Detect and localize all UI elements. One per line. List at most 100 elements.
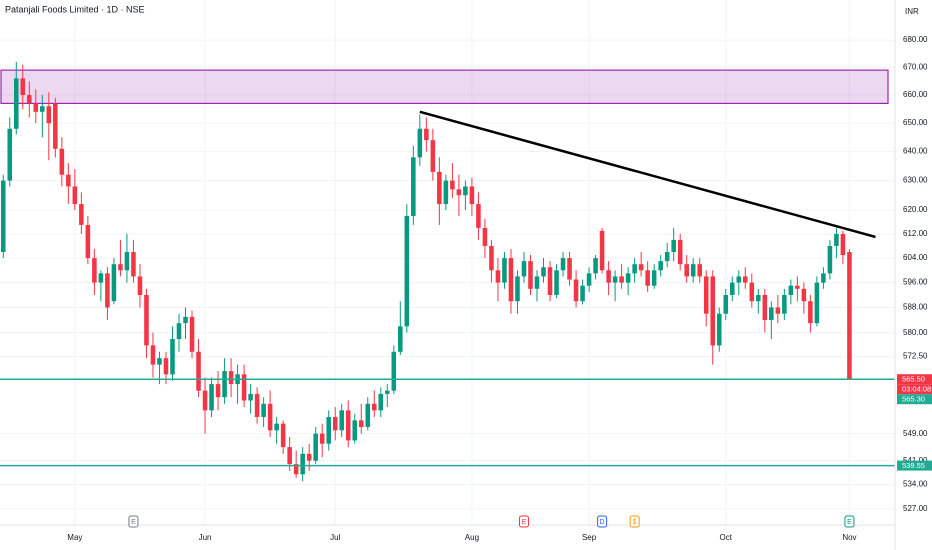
y-tick-label: 580.00 (903, 328, 928, 337)
candle-body (547, 267, 553, 295)
candle-body (840, 233, 846, 256)
candle-body (391, 351, 397, 391)
price-label-box (897, 394, 932, 405)
resistance-zone (0, 69, 889, 105)
candle-body (658, 261, 663, 271)
candle-body (150, 345, 156, 365)
candle-body (215, 384, 221, 398)
price-label: 565.50 (902, 375, 925, 384)
candle-body (378, 393, 384, 411)
candle-body (430, 140, 436, 172)
candle-body (254, 393, 260, 417)
candle-body (651, 270, 657, 286)
candle-body (645, 270, 650, 286)
candle-body (756, 294, 761, 302)
candle-body (293, 464, 299, 475)
candle-body (144, 294, 149, 346)
candle-body (541, 267, 546, 277)
candle-body (176, 323, 182, 340)
candle-body (118, 264, 123, 271)
candle-body (371, 403, 377, 411)
candle-body (326, 416, 331, 444)
candle-body (638, 264, 644, 271)
candle-body (567, 258, 572, 280)
candle-body (79, 204, 84, 225)
candle-body (92, 258, 97, 283)
x-tick-label: Oct (720, 533, 733, 542)
candle-body (580, 285, 585, 302)
candle-body (287, 447, 292, 465)
candle-body (834, 233, 839, 246)
candle-body (98, 273, 104, 283)
candle-body (404, 215, 410, 327)
candle-body (769, 307, 774, 321)
candle-body (345, 410, 351, 441)
candle-body (606, 270, 611, 283)
candle-body (20, 78, 26, 96)
y-tick-label: 604.00 (903, 253, 928, 262)
candle-body (228, 371, 234, 385)
event-marker (518, 515, 529, 528)
candle-body (417, 128, 423, 158)
candle-body (437, 171, 442, 205)
candle-body (183, 316, 188, 324)
y-tick-label: 650.00 (903, 118, 928, 127)
trend-line (419, 110, 876, 239)
candle-body (59, 148, 65, 175)
x-tick-label: May (67, 533, 82, 542)
candle-body (339, 410, 345, 431)
event-label: $ (633, 519, 637, 526)
candle-body (313, 433, 318, 461)
x-tick-label: Jun (199, 533, 212, 542)
candle-body (723, 294, 729, 314)
y-tick-label: 527.00 (903, 504, 928, 513)
candle-body (710, 276, 716, 346)
candle-body (7, 128, 13, 181)
candle-body (137, 276, 143, 295)
candle-body (697, 264, 703, 277)
price-label-box (897, 374, 932, 385)
candle-body (85, 224, 91, 259)
candle-body (280, 423, 286, 448)
candle-body (300, 453, 305, 475)
candle-body (684, 264, 689, 277)
x-tick-label: Jul (330, 533, 340, 542)
event-label: E (522, 519, 527, 526)
candle-body (385, 390, 390, 394)
candle-body (443, 180, 449, 205)
y-tick-label: 630.00 (903, 176, 928, 185)
candle-body (762, 294, 768, 321)
candle-body (267, 403, 273, 431)
candle-body (593, 258, 598, 274)
candle-body (450, 180, 455, 190)
candle-body (196, 351, 201, 391)
candle-body (671, 239, 676, 253)
candle-body (46, 106, 52, 124)
candle-body (358, 420, 364, 427)
candle-body (352, 420, 358, 441)
candle-body (476, 204, 481, 228)
y-tick-label: 572.50 (903, 352, 928, 361)
candle-body (124, 252, 130, 271)
candle-body (554, 270, 559, 295)
x-tick-label: Aug (465, 533, 479, 542)
candle-body (736, 276, 742, 283)
candle-body (612, 276, 618, 283)
candle-body (0, 180, 6, 253)
candle-body (716, 313, 722, 346)
candle-body (241, 374, 247, 401)
candle-body (33, 103, 39, 112)
candle-body (105, 273, 110, 308)
event-marker (597, 515, 608, 528)
y-tick-label: 534.00 (903, 480, 928, 489)
price-label: 03:04:08 (902, 385, 931, 394)
candle-body (72, 186, 78, 205)
event-label: E (131, 519, 136, 526)
candle-body (677, 239, 683, 265)
candle-body (690, 264, 696, 277)
candle-body (495, 270, 501, 283)
candle-body (157, 358, 162, 365)
event-marker (128, 515, 139, 528)
